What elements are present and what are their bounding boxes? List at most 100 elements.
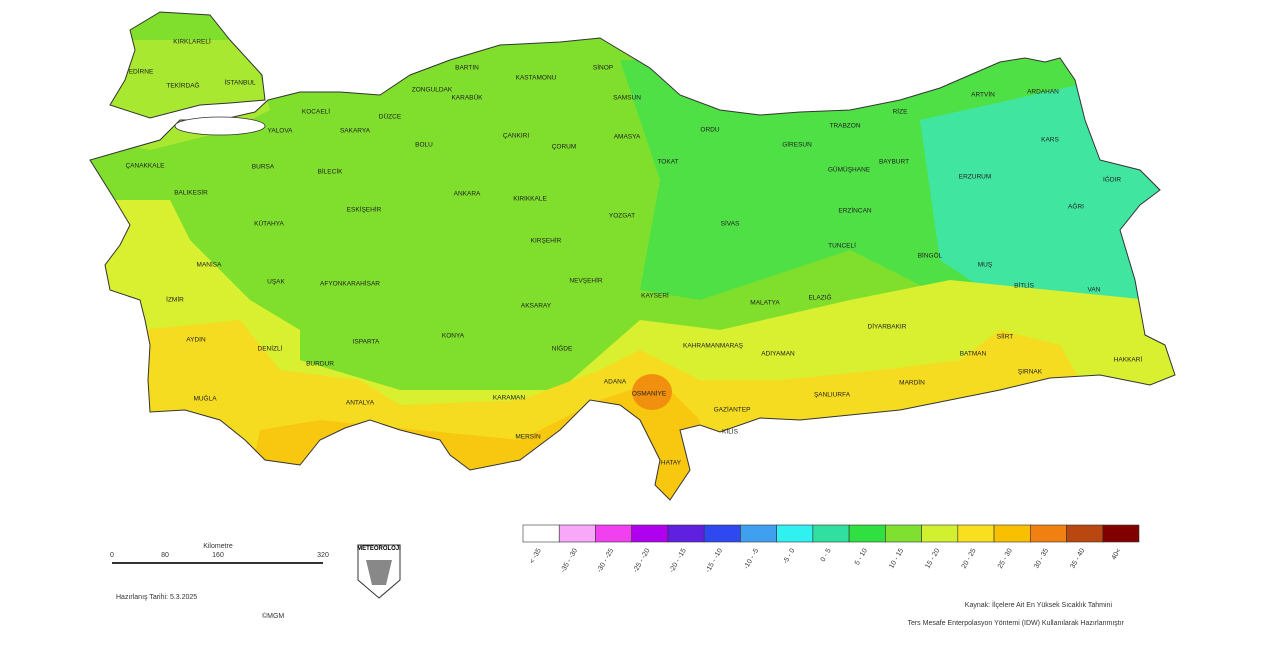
province-label: GİRESUN (782, 140, 812, 149)
legend-label: 40< (1111, 548, 1123, 562)
province-label: İZMİR (166, 295, 184, 304)
province-label: ERZURUM (959, 174, 992, 181)
province-label: HAKKARİ (1114, 355, 1143, 364)
province-label: SİİRT (997, 332, 1014, 341)
province-label: ARTVİN (971, 90, 995, 99)
province-label: ARDAHAN (1027, 89, 1059, 96)
legend-label: 10 - 15 (888, 547, 905, 569)
province-label: ERZİNCAN (838, 206, 872, 215)
legend-swatch (703, 524, 741, 543)
scale-tick: 80 (161, 552, 169, 559)
province-label: SİVAS (721, 219, 740, 228)
legend-swatch (522, 524, 560, 543)
province-label: ISPARTA (353, 339, 380, 346)
legend-label: -20 - -15 (668, 547, 687, 574)
province-label: AMASYA (614, 134, 641, 141)
legend-swatch (558, 524, 596, 543)
province-label: NEVŞEHİR (569, 276, 603, 285)
province-label: SİNOP (593, 63, 613, 72)
province-label: MUŞ (978, 262, 993, 269)
legend-swatch (631, 524, 669, 543)
legend: < -35 -35 - -30 -30 - -25 -25 - -20 -20 - -1… (522, 524, 1140, 574)
marmara-sea (174, 116, 266, 136)
province-label: MARDİN (899, 378, 925, 387)
scale-tick: 320 (317, 552, 329, 559)
legend-swatch (1102, 524, 1140, 543)
legend-label: < -35 (529, 547, 543, 565)
legend-label: -25 - -20 (632, 547, 651, 574)
province-label: IĞDIR (1103, 175, 1121, 184)
province-label: ORDU (700, 127, 719, 134)
legend-swatch (1029, 524, 1067, 543)
province-label: HATAY (661, 460, 682, 467)
province-label: TEKİRDAĞ (166, 81, 199, 90)
province-label: AFYONKARAHİSAR (320, 279, 380, 288)
province-label: BALIKESİR (174, 188, 208, 197)
legend-label: 0 - 5 (820, 547, 833, 563)
legend-swatch (848, 524, 886, 543)
province-label: VAN (1088, 287, 1101, 294)
province-label: KARAMAN (493, 395, 525, 402)
legend-label: 15 - 20 (924, 547, 941, 569)
province-label: ÇANAKKALE (125, 163, 165, 170)
legend-swatch (740, 524, 777, 543)
source-line: Kaynak: İlçelere Ait En Yüksek Sıcaklık … (965, 600, 1113, 609)
province-label: ZONGULDAK (412, 87, 453, 94)
legend-swatch (595, 524, 633, 543)
temperature-field (90, 12, 1175, 500)
legend-swatch (667, 524, 705, 543)
province-label: AYDIN (186, 337, 206, 344)
province-label: BURSA (252, 164, 275, 171)
legend-label: -15 - -10 (705, 547, 724, 574)
legend-label: 25 - 30 (997, 547, 1014, 569)
province-label: DÜZCE (379, 113, 402, 121)
province-label: TUNCELİ (828, 241, 856, 250)
legend-label: -5 - 0 (782, 547, 796, 565)
legend-label: -30 - -25 (596, 547, 615, 574)
province-label: AĞRI (1068, 202, 1084, 211)
province-label: ÇANKIRI (503, 133, 530, 140)
province-label: BARTIN (455, 65, 479, 72)
province-label: KARABÜK (451, 94, 483, 102)
province-label: ADANA (604, 379, 627, 386)
legend-swatch (812, 524, 850, 543)
province-label: MUĞLA (193, 394, 217, 403)
legend-swatch (776, 524, 814, 543)
province-label: KOCAELİ (302, 107, 330, 116)
province-label: ÇORUM (552, 144, 577, 151)
province-label: KÜTAHYA (254, 220, 284, 228)
legend-label: -10 - -5 (743, 547, 760, 570)
province-label: KAYSERİ (641, 291, 669, 300)
province-label: ŞIRNAK (1018, 369, 1043, 376)
province-label: KONYA (442, 333, 465, 340)
province-label: KIRKLARELİ (173, 37, 211, 46)
scale-bar: Kilometre 0 80 160 320 (110, 543, 329, 564)
province-label: NİĞDE (552, 344, 573, 353)
province-label: DENİZLİ (258, 344, 283, 353)
legend-swatch (993, 524, 1031, 543)
legend-label: 5 - 10 (854, 547, 869, 566)
source-line: Ters Mesafe Enterpolasyon Yöntemi (IDW) … (907, 620, 1124, 627)
scale-tick: 0 (110, 552, 114, 559)
date: Hazırlanış Tarihi: 5.3.2025 (116, 594, 197, 601)
province-label: BİLECİK (318, 167, 344, 176)
province-label: DİYARBAKIR (868, 322, 907, 331)
province-label: TRABZON (829, 123, 860, 130)
legend-label: 20 - 25 (961, 547, 978, 569)
province-label: BAYBURT (879, 159, 909, 166)
legend-swatch (1066, 524, 1104, 543)
map: KIRKLARELİ EDİRNE TEKİRDAĞ İSTANBUL KOCAELİ Y… (89, 11, 1176, 501)
province-label: ADIYAMAN (761, 351, 795, 358)
province-label: GÜMÜŞHANE (828, 166, 871, 174)
province-label: KIRIKKALE (513, 196, 547, 203)
province-label: UŞAK (267, 279, 285, 286)
province-label: EDİRNE (129, 67, 154, 76)
legend-swatch (921, 524, 959, 543)
province-label: BOLU (415, 142, 433, 149)
province-label: ŞANLIURFA (814, 392, 851, 399)
legend-swatch (957, 524, 995, 543)
province-label: ESKİŞEHİR (347, 205, 382, 214)
legend-swatch (885, 524, 922, 543)
scale-tick: 160 (212, 552, 224, 559)
